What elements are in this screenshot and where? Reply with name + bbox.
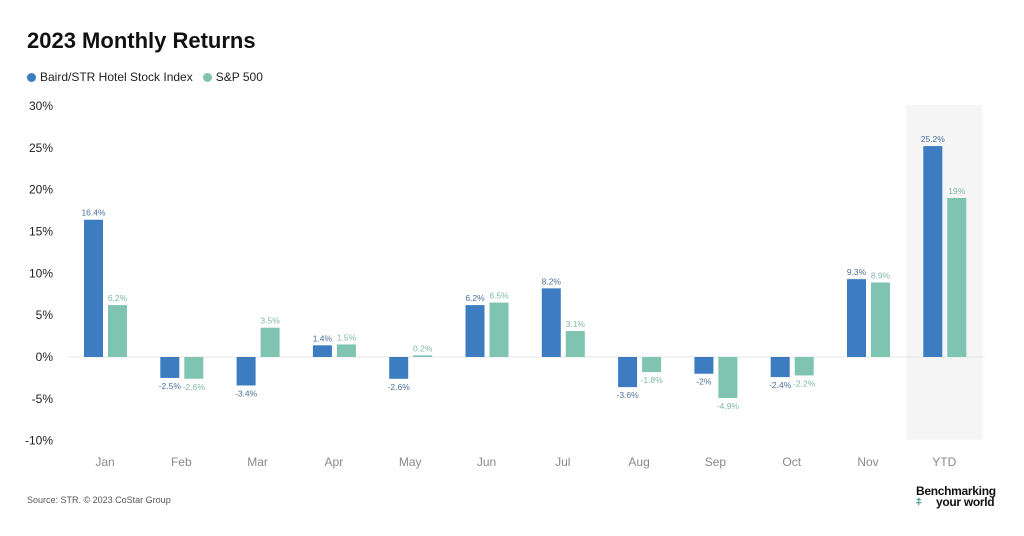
bar-sp500 <box>489 302 509 357</box>
data-label: 9.3% <box>847 267 867 277</box>
source-note: Source: STR. © 2023 CoStar Group <box>27 495 171 505</box>
legend: Baird/STR Hotel Stock Index S&P 500 <box>27 70 263 84</box>
data-label: 25.2% <box>921 134 946 144</box>
data-label: -2.6% <box>388 382 411 392</box>
data-label: 6.5% <box>489 291 509 301</box>
bar-sp500 <box>794 357 814 376</box>
chart-title: 2023 Monthly Returns <box>27 28 256 53</box>
bar-hotel-index <box>847 279 866 357</box>
legend-label: S&P 500 <box>215 70 263 84</box>
x-tick-label: May <box>399 455 422 469</box>
data-label: -2% <box>696 377 712 387</box>
bar-sp500 <box>108 305 127 357</box>
data-label: 6.2% <box>465 293 485 303</box>
logo-line1: Benchmarking <box>916 484 996 498</box>
x-tick-label: Oct <box>782 455 801 469</box>
bar-hotel-index <box>694 357 714 374</box>
bar-sp500 <box>718 357 738 399</box>
legend-item-hotel-index: Baird/STR Hotel Stock Index <box>27 70 193 84</box>
x-tick-label: Mar <box>247 455 268 469</box>
data-label: 19% <box>948 186 965 196</box>
legend-item-sp500: S&P 500 <box>202 70 263 84</box>
legend-dot-icon <box>202 72 212 82</box>
arrow-up-icon: ⍏ <box>916 497 922 508</box>
data-label: 8.9% <box>871 271 891 281</box>
y-tick-label: 0% <box>36 350 54 364</box>
y-tick-label: 25% <box>29 141 53 155</box>
y-tick-label: -5% <box>32 392 54 406</box>
data-label: 1.4% <box>313 333 333 343</box>
data-label: 1.5% <box>337 332 357 342</box>
data-label: 6.2% <box>108 293 128 303</box>
bar-sp500 <box>871 282 890 357</box>
bar-sp500 <box>642 357 662 373</box>
x-tick-label: Aug <box>628 455 649 469</box>
data-label: -2.5% <box>159 381 182 391</box>
logo: Benchmarking ⍏ your world <box>916 484 996 509</box>
bar-hotel-index <box>312 345 332 357</box>
data-label: 8.2% <box>542 276 562 286</box>
bar-sp500 <box>565 331 585 357</box>
x-tick-label: YTD <box>932 455 956 469</box>
bar-sp500 <box>336 344 356 357</box>
y-tick-label: 30% <box>29 99 53 113</box>
bar-sp500 <box>260 327 280 357</box>
x-tick-label: Jul <box>555 455 570 469</box>
data-label: 16.4% <box>81 208 106 218</box>
data-label: -2.4% <box>769 380 792 390</box>
data-label: -3.4% <box>235 388 258 398</box>
logo-line2: your world <box>936 495 995 509</box>
bar-hotel-index <box>923 146 943 357</box>
data-label: 0.2% <box>413 343 433 353</box>
bar-hotel-index <box>236 357 256 386</box>
x-tick-label: Feb <box>171 455 192 469</box>
legend-label: Baird/STR Hotel Stock Index <box>40 70 193 84</box>
data-label: 3.1% <box>566 319 586 329</box>
x-tick-label: Jan <box>95 455 114 469</box>
data-label: -3.6% <box>616 390 639 400</box>
y-tick-label: -10% <box>25 434 53 448</box>
data-label: -1.8% <box>640 375 663 385</box>
bar-sp500 <box>413 355 433 357</box>
y-tick-label: 10% <box>29 266 53 280</box>
x-tick-label: Jun <box>477 455 496 469</box>
x-tick-label: Sep <box>705 455 727 469</box>
bar-hotel-index <box>770 357 790 378</box>
bar-hotel-index <box>160 357 180 378</box>
bar-hotel-index <box>465 305 485 357</box>
legend-dot-icon <box>27 72 36 82</box>
bar-hotel-index <box>84 219 103 357</box>
data-label: 3.5% <box>260 316 280 326</box>
bar-sp500 <box>184 357 204 379</box>
bar-hotel-index <box>618 357 638 388</box>
x-tick-label: Apr <box>325 455 344 469</box>
data-label: -2.2% <box>793 378 816 388</box>
bar-hotel-index <box>389 357 409 379</box>
data-label: -4.9% <box>717 401 740 411</box>
y-tick-label: 20% <box>29 183 53 197</box>
y-tick-label: 5% <box>36 308 54 322</box>
highlight-band <box>906 104 983 440</box>
bar-sp500 <box>947 197 967 357</box>
data-label: -2.6% <box>183 382 206 392</box>
y-tick-label: 15% <box>29 224 53 238</box>
bar-hotel-index <box>541 288 561 357</box>
x-tick-label: Nov <box>857 455 878 469</box>
